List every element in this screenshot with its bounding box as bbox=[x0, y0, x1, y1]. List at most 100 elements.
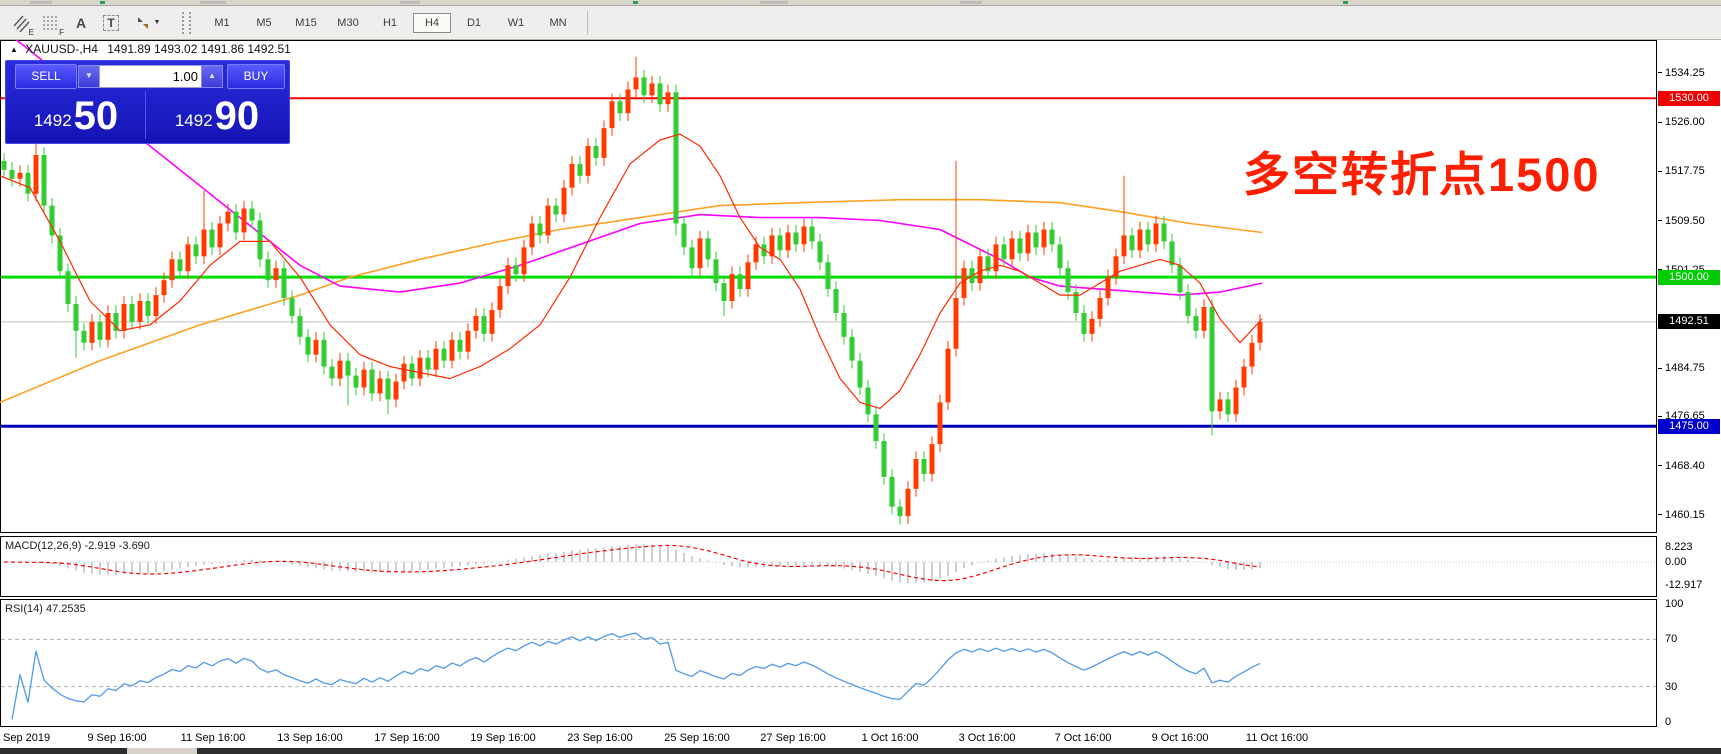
chart-text-annotation: 多空转折点1500 bbox=[1243, 148, 1601, 201]
time-axis-label: 11 Oct 16:00 bbox=[1245, 732, 1309, 744]
time-axis[interactable]: 5 Sep 2019 9 Sep 16:00 11 Sep 16:00 13 Sep … bbox=[0, 727, 1658, 748]
tf-button-M1[interactable]: M1 bbox=[214, 16, 230, 29]
price-level-badge: 1492.51 bbox=[1658, 314, 1720, 330]
price-tick-mark bbox=[1658, 170, 1662, 172]
toolbar-sliver-chip bbox=[633, 1, 638, 4]
rsi-indicator-pane[interactable] bbox=[0, 599, 1658, 727]
volume-increase-button[interactable]: ▲ bbox=[201, 65, 223, 88]
macd-axis-label: -12.917 bbox=[1665, 579, 1703, 592]
time-axis-label: 19 Sep 16:00 bbox=[470, 732, 536, 744]
tf-button-M30[interactable]: M30 bbox=[337, 16, 359, 29]
price-tick-mark bbox=[1658, 367, 1662, 369]
price-chart-plot[interactable] bbox=[0, 40, 1658, 533]
tf-button-H4[interactable]: H4 bbox=[413, 12, 451, 33]
chart-ohlc-header: ▲ XAUUSD-,H4 1491.89 1493.02 1491.86 149… bbox=[10, 42, 291, 56]
time-axis-label: 9 Sep 16:00 bbox=[87, 732, 147, 744]
tf-button-D1[interactable]: D1 bbox=[466, 16, 482, 29]
time-axis-label: 25 Sep 16:00 bbox=[664, 732, 730, 744]
rsi-label: RSI(14) 47.2535 bbox=[5, 603, 86, 615]
toolbar-sliver-chip bbox=[400, 1, 420, 4]
time-axis-label: 17 Sep 16:00 bbox=[374, 732, 440, 744]
toolbar-sliver-chip bbox=[960, 1, 982, 4]
sell-button[interactable]: SELL bbox=[15, 64, 77, 89]
macd-label: MACD(12,26,9) -2.919 -3.690 bbox=[5, 540, 150, 552]
toolbar-sliver-chip bbox=[760, 1, 788, 4]
toolbar-sliver-chip bbox=[200, 1, 226, 4]
price-tick-mark bbox=[1658, 121, 1662, 123]
price-level-badge: 1475.00 bbox=[1658, 418, 1720, 434]
arrows-tool-icon[interactable]: ▼ bbox=[128, 10, 166, 36]
time-axis-label: 5 Sep 2019 bbox=[0, 732, 51, 744]
sell-price-tile[interactable]: 1492 50 bbox=[7, 91, 146, 139]
one-click-trade-panel: SELL ▼ ▲ BUY 1492 50 1492 90 bbox=[5, 60, 290, 144]
rsi-axis-label: 70 bbox=[1665, 633, 1678, 646]
volume-input[interactable] bbox=[99, 65, 203, 88]
chart-symbol-period: XAUUSD-,H4 bbox=[25, 42, 98, 56]
toolbar-sliver-chip bbox=[30, 1, 52, 4]
tool-sub-label: E bbox=[28, 27, 34, 37]
time-axis-label: 3 Oct 16:00 bbox=[958, 732, 1016, 744]
timeframe-button-group: M1 M5 M15 M30 H1 H4 D1 W1 MN bbox=[201, 12, 579, 33]
buy-button[interactable]: BUY bbox=[227, 64, 285, 89]
tf-button-MN[interactable]: MN bbox=[549, 16, 567, 29]
tf-button-M5[interactable]: M5 bbox=[256, 16, 272, 29]
price-level-badge: 1530.00 bbox=[1658, 90, 1720, 106]
chart-tab[interactable] bbox=[127, 748, 197, 754]
buy-price-tile[interactable]: 1492 90 bbox=[147, 91, 287, 139]
toolbar-drag-handle[interactable] bbox=[182, 11, 191, 34]
tf-button-M15[interactable]: M15 bbox=[295, 16, 317, 29]
rsi-axis-label: 30 bbox=[1665, 680, 1678, 693]
collapse-arrow-icon[interactable]: ▲ bbox=[10, 45, 18, 54]
macd-axis-label: 0.00 bbox=[1665, 556, 1687, 568]
time-axis-label: 7 Oct 16:00 bbox=[1054, 732, 1112, 744]
dropdown-caret-icon[interactable]: ▼ bbox=[153, 19, 161, 26]
price-tick-label: 1468.40 bbox=[1665, 459, 1705, 472]
text-tool-icon[interactable]: A bbox=[68, 10, 94, 36]
price-tick-label: 1460.15 bbox=[1665, 508, 1705, 521]
chart-tab-strip bbox=[0, 748, 1721, 754]
price-tick-label: 1526.00 bbox=[1665, 116, 1705, 129]
time-axis-label: 1 Oct 16:00 bbox=[861, 732, 919, 744]
price-axis[interactable]: 1534.251526.001517.751509.501501.251484.… bbox=[1658, 40, 1721, 754]
time-axis-label: 13 Sep 16:00 bbox=[277, 732, 343, 744]
price-tick-label: 1517.75 bbox=[1665, 165, 1705, 178]
time-axis-label: 23 Sep 16:00 bbox=[567, 732, 633, 744]
buy-price-small: 1492 bbox=[174, 111, 213, 130]
time-axis-label: 11 Sep 16:00 bbox=[180, 732, 246, 744]
price-tick-mark bbox=[1658, 415, 1662, 417]
price-tick-mark bbox=[1658, 514, 1662, 516]
price-tick-mark bbox=[1658, 220, 1662, 222]
volume-decrease-button[interactable]: ▼ bbox=[78, 65, 100, 88]
time-axis-label: 9 Oct 16:00 bbox=[1151, 732, 1209, 744]
buy-price-big: 90 bbox=[214, 94, 260, 138]
tf-button-H1[interactable]: H1 bbox=[382, 16, 398, 29]
toolbar-sliver-chip bbox=[100, 1, 105, 4]
chart-ohlc-quotes: 1491.89 1493.02 1491.86 1492.51 bbox=[107, 42, 291, 56]
price-tick-label: 1534.25 bbox=[1665, 66, 1705, 79]
text-label-tool-icon[interactable]: T bbox=[98, 10, 124, 36]
rsi-axis-label: 100 bbox=[1665, 598, 1684, 610]
toolbar-sliver-chip bbox=[1343, 1, 1348, 4]
chart-window[interactable]: ▲ XAUUSD-,H4 1491.89 1493.02 1491.86 149… bbox=[0, 40, 1721, 754]
tf-button-W1[interactable]: W1 bbox=[507, 16, 525, 29]
price-tick-label: 1484.75 bbox=[1665, 362, 1705, 375]
trade-panel-top-row: SELL ▼ ▲ BUY bbox=[6, 61, 289, 90]
tool-sub-label: F bbox=[59, 27, 64, 37]
rsi-axis-label: 0 bbox=[1665, 716, 1672, 728]
macd-indicator-pane[interactable] bbox=[0, 536, 1658, 597]
price-tick-mark bbox=[1658, 72, 1662, 74]
macd-axis-label: 8.223 bbox=[1665, 541, 1693, 554]
price-level-badge: 1500.00 bbox=[1658, 269, 1720, 285]
equidistant-channel-tool-icon[interactable]: E bbox=[8, 10, 34, 37]
sell-price-big: 50 bbox=[73, 94, 119, 138]
price-tick-mark bbox=[1658, 465, 1662, 467]
price-tick-label: 1509.50 bbox=[1665, 214, 1705, 227]
fibonacci-tool-icon[interactable]: F bbox=[38, 10, 64, 37]
toolbar-separator bbox=[587, 10, 588, 35]
text-tool-glyph: A bbox=[75, 14, 87, 31]
main-toolbar: E F A T ▼ M1 M5 M15 M30 H1 H4 D1 W1 MN bbox=[0, 6, 1721, 40]
time-axis-label: 27 Sep 16:00 bbox=[760, 732, 826, 744]
label-tool-glyph: T bbox=[103, 14, 119, 31]
sell-price-small: 1492 bbox=[33, 111, 72, 130]
upper-toolbar-sliver bbox=[0, 0, 1721, 6]
